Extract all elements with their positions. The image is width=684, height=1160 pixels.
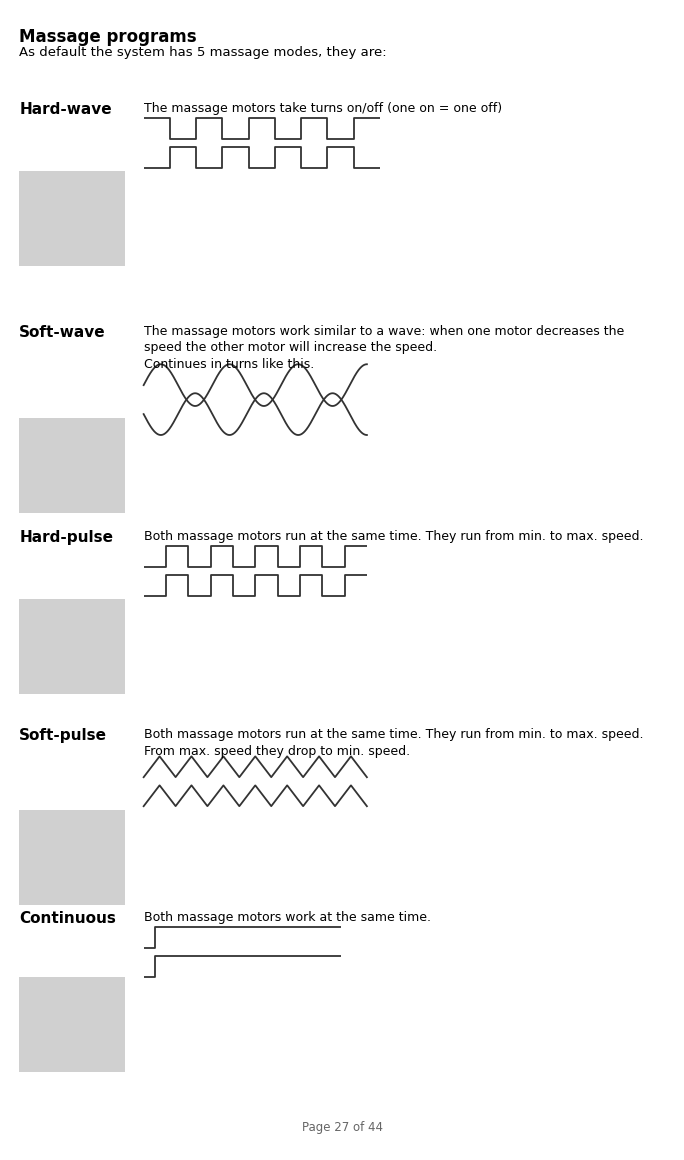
Text: Soft-pulse: Soft-pulse <box>19 728 107 744</box>
Text: As default the system has 5 massage modes, they are:: As default the system has 5 massage mode… <box>19 46 386 59</box>
Bar <box>19 418 125 513</box>
Text: Both massage motors work at the same time.: Both massage motors work at the same tim… <box>144 911 431 923</box>
Text: Continuous: Continuous <box>19 911 116 926</box>
Text: The massage motors work similar to a wave: when one motor decreases the
speed th: The massage motors work similar to a wav… <box>144 325 624 371</box>
Text: Hard-wave: Hard-wave <box>19 102 111 117</box>
Text: Page 27 of 44: Page 27 of 44 <box>302 1122 382 1134</box>
Text: Massage programs: Massage programs <box>19 28 197 46</box>
Bar <box>19 810 125 905</box>
Bar <box>19 977 125 1072</box>
Text: Soft-wave: Soft-wave <box>19 325 106 340</box>
Text: Hard-pulse: Hard-pulse <box>19 530 113 545</box>
Bar <box>19 599 125 694</box>
Text: Both massage motors run at the same time. They run from min. to max. speed.
From: Both massage motors run at the same time… <box>144 728 643 757</box>
Text: Both massage motors run at the same time. They run from min. to max. speed.: Both massage motors run at the same time… <box>144 530 643 543</box>
Bar <box>19 171 125 266</box>
Text: The massage motors take turns on/off (one on = one off): The massage motors take turns on/off (on… <box>144 102 502 115</box>
